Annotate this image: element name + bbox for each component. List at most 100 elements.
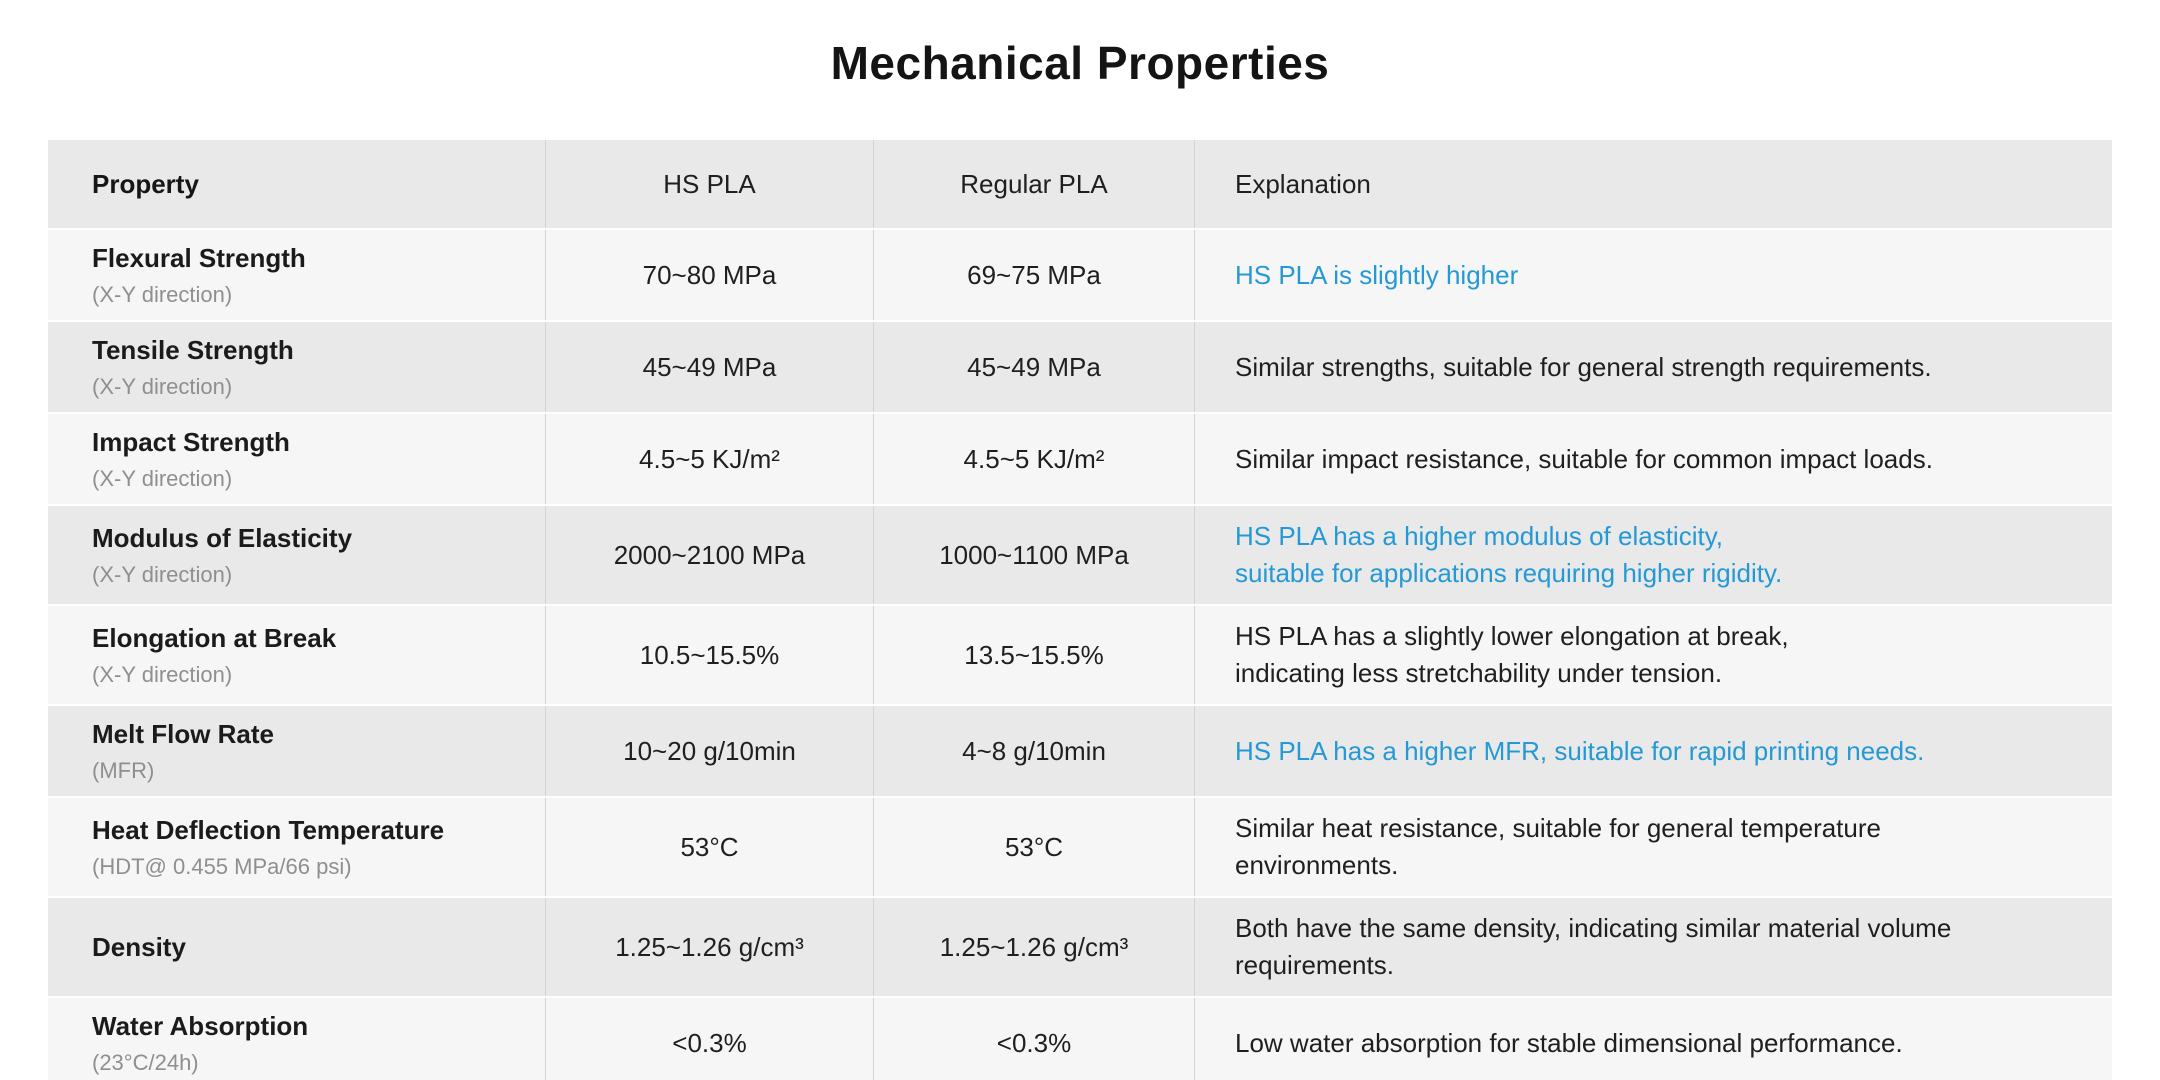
header-cell-property: Property: [48, 140, 545, 228]
header-label-property: Property: [92, 168, 199, 199]
mechanical-properties-table: Property HS PLA Regular PLA Explanation …: [48, 140, 2112, 1080]
hs-pla-value-cell: <0.3%: [545, 998, 873, 1080]
property-cell: Impact Strength (X-Y direction): [48, 414, 545, 504]
regular-pla-value: 45~49 MPa: [967, 351, 1101, 382]
property-name: Elongation at Break: [92, 623, 337, 653]
property-name: Water Absorption: [92, 1011, 309, 1041]
explanation-cell: Similar heat resistance, suitable for ge…: [1194, 798, 2112, 896]
explanation-cell: HS PLA is slightly higher: [1194, 230, 2112, 320]
hs-pla-value-cell: 10~20 g/10min: [545, 706, 873, 796]
hs-pla-value-cell: 10.5~15.5%: [545, 606, 873, 704]
property-name: Heat Deflection Temperature: [92, 815, 445, 845]
explanation-text: HS PLA has a higher MFR, suitable for ra…: [1235, 735, 1925, 766]
explanation-text: Similar strengths, suitable for general …: [1235, 351, 1932, 382]
table-row-impact-strength: Impact Strength (X-Y direction) 4.5~5 KJ…: [48, 414, 2112, 506]
regular-pla-value: 4~8 g/10min: [962, 735, 1106, 766]
regular-pla-value-cell: 13.5~15.5%: [873, 606, 1194, 704]
regular-pla-value: 13.5~15.5%: [964, 639, 1104, 670]
explanation-text: HS PLA has a higher modulus of elasticit…: [1235, 521, 1783, 588]
page-title: Mechanical Properties: [830, 37, 1330, 89]
hs-pla-value: 53°C: [680, 831, 739, 862]
property-cell: Tensile Strength (X-Y direction): [48, 322, 545, 412]
table-header-row: Property HS PLA Regular PLA Explanation: [48, 140, 2112, 230]
property-sublabel: (X-Y direction): [92, 662, 233, 687]
property-cell: Elongation at Break (X-Y direction): [48, 606, 545, 704]
explanation-cell: HS PLA has a higher modulus of elasticit…: [1194, 506, 2112, 604]
regular-pla-value-cell: 45~49 MPa: [873, 322, 1194, 412]
explanation-text: HS PLA has a slightly lower elongation a…: [1235, 621, 1789, 688]
table-row-tensile-strength: Tensile Strength (X-Y direction) 45~49 M…: [48, 322, 2112, 414]
hs-pla-value-cell: 1.25~1.26 g/cm³: [545, 898, 873, 996]
header-label-explanation: Explanation: [1235, 168, 1371, 199]
property-cell: Flexural Strength (X-Y direction): [48, 230, 545, 320]
regular-pla-value: 4.5~5 KJ/m²: [963, 443, 1105, 474]
property-name: Impact Strength: [92, 427, 290, 457]
regular-pla-value-cell: 4~8 g/10min: [873, 706, 1194, 796]
explanation-cell: Both have the same density, indicating s…: [1194, 898, 2112, 996]
regular-pla-value-cell: 69~75 MPa: [873, 230, 1194, 320]
property-sublabel: (23°C/24h): [92, 1050, 199, 1075]
explanation-cell: Similar strengths, suitable for general …: [1194, 322, 2112, 412]
property-cell: Density: [48, 898, 545, 996]
regular-pla-value-cell: 1000~1100 MPa: [873, 506, 1194, 604]
hs-pla-value: 1.25~1.26 g/cm³: [615, 931, 804, 962]
regular-pla-value-cell: <0.3%: [873, 998, 1194, 1080]
regular-pla-value-cell: 4.5~5 KJ/m²: [873, 414, 1194, 504]
header-label-regular-pla: Regular PLA: [960, 168, 1108, 199]
explanation-cell: Similar impact resistance, suitable for …: [1194, 414, 2112, 504]
regular-pla-value: 1.25~1.26 g/cm³: [939, 931, 1129, 962]
property-sublabel: (X-Y direction): [92, 374, 233, 399]
table-row-melt-flow-rate: Melt Flow Rate (MFR) 10~20 g/10min 4~8 g…: [48, 706, 2112, 798]
explanation-text: Similar impact resistance, suitable for …: [1235, 443, 1933, 474]
property-sublabel: (X-Y direction): [92, 562, 233, 587]
property-sublabel: (MFR): [92, 758, 155, 783]
explanation-text: Both have the same density, indicating s…: [1235, 913, 1952, 980]
property-name: Density: [92, 931, 186, 962]
table-row-modulus-of-elasticity: Modulus of Elasticity (X-Y direction) 20…: [48, 506, 2112, 606]
property-sublabel: (X-Y direction): [92, 466, 233, 491]
table-row-water-absorption: Water Absorption (23°C/24h) <0.3% <0.3% …: [48, 998, 2112, 1080]
explanation-cell: HS PLA has a higher MFR, suitable for ra…: [1194, 706, 2112, 796]
header-cell-regular-pla: Regular PLA: [873, 140, 1194, 228]
property-name: Flexural Strength: [92, 243, 306, 273]
regular-pla-value-cell: 1.25~1.26 g/cm³: [873, 898, 1194, 996]
property-name: Tensile Strength: [92, 335, 294, 365]
regular-pla-value: 53°C: [1004, 831, 1064, 862]
explanation-text: Similar heat resistance, suitable for ge…: [1235, 813, 1881, 880]
table-row-elongation-at-break: Elongation at Break (X-Y direction) 10.5…: [48, 606, 2112, 706]
header-cell-explanation: Explanation: [1194, 140, 2112, 228]
hs-pla-value: 70~80 MPa: [642, 259, 777, 290]
property-sublabel: (HDT@ 0.455 MPa/66 psi): [92, 854, 352, 879]
hs-pla-value: 45~49 MPa: [642, 351, 777, 382]
property-cell: Melt Flow Rate (MFR): [48, 706, 545, 796]
hs-pla-value-cell: 70~80 MPa: [545, 230, 873, 320]
hs-pla-value: 10~20 g/10min: [623, 735, 796, 766]
property-cell: Heat Deflection Temperature (HDT@ 0.455 …: [48, 798, 545, 896]
header-cell-hs-pla: HS PLA: [545, 140, 873, 228]
explanation-text: Low water absorption for stable dimensio…: [1235, 1027, 1903, 1058]
explanation-text: HS PLA is slightly higher: [1235, 259, 1519, 290]
explanation-cell: Low water absorption for stable dimensio…: [1194, 998, 2112, 1080]
hs-pla-value: 4.5~5 KJ/m²: [639, 443, 780, 474]
table-row-density: Density 1.25~1.26 g/cm³ 1.25~1.26 g/cm³ …: [48, 898, 2112, 998]
property-sublabel: (X-Y direction): [92, 282, 233, 307]
regular-pla-value-cell: 53°C: [873, 798, 1194, 896]
property-name: Melt Flow Rate: [92, 719, 275, 749]
property-cell: Water Absorption (23°C/24h): [48, 998, 545, 1080]
hs-pla-value: 10.5~15.5%: [639, 639, 780, 670]
hs-pla-value-cell: 2000~2100 MPa: [545, 506, 873, 604]
property-name: Modulus of Elasticity: [92, 523, 353, 553]
table-row-heat-deflection-temperature: Heat Deflection Temperature (HDT@ 0.455 …: [48, 798, 2112, 898]
hs-pla-value-cell: 4.5~5 KJ/m²: [545, 414, 873, 504]
header-label-hs-pla: HS PLA: [663, 168, 756, 199]
property-cell: Modulus of Elasticity (X-Y direction): [48, 506, 545, 604]
hs-pla-value: <0.3%: [672, 1027, 747, 1058]
regular-pla-value: <0.3%: [996, 1027, 1072, 1058]
hs-pla-value-cell: 53°C: [545, 798, 873, 896]
regular-pla-value: 69~75 MPa: [967, 259, 1101, 290]
hs-pla-value: 2000~2100 MPa: [613, 539, 806, 570]
explanation-cell: HS PLA has a slightly lower elongation a…: [1194, 606, 2112, 704]
hs-pla-value-cell: 45~49 MPa: [545, 322, 873, 412]
table-row-flexural-strength: Flexural Strength (X-Y direction) 70~80 …: [48, 230, 2112, 322]
regular-pla-value: 1000~1100 MPa: [939, 539, 1129, 570]
